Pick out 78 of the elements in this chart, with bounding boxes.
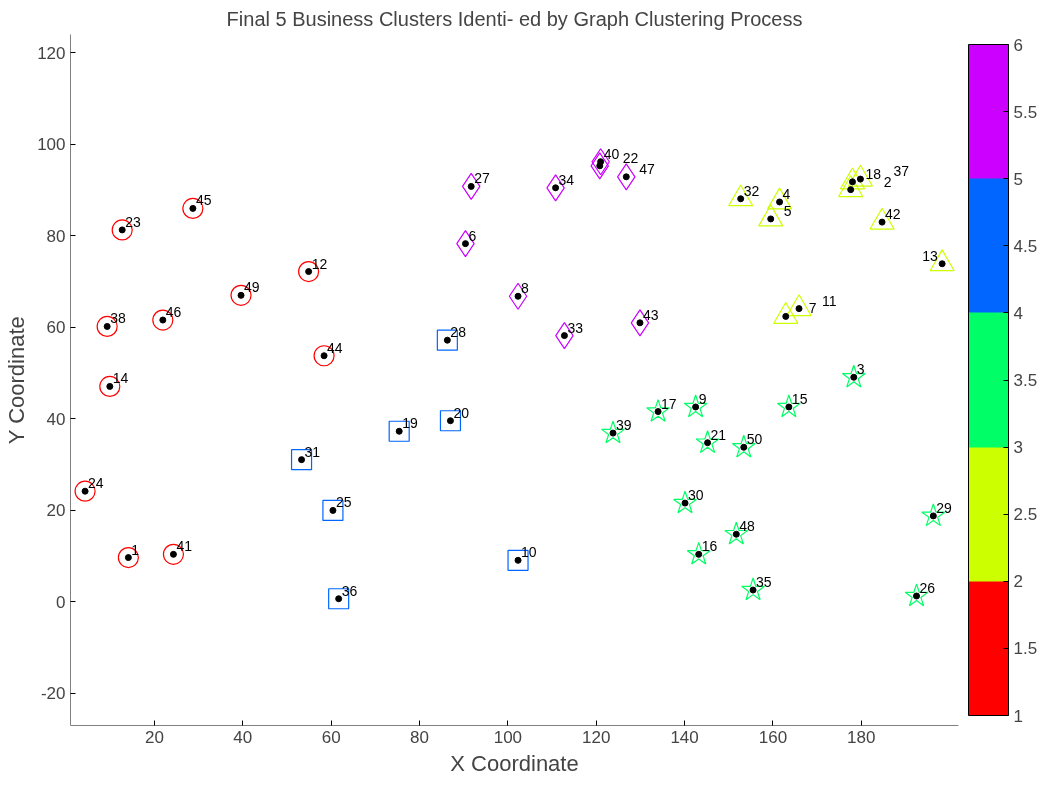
annotation: 35 [756,574,772,591]
color-bar-label: 2 [1013,572,1023,592]
color-bar-label: 3.5 [1013,371,1038,390]
y-tick-label: 100 [37,135,66,155]
annotation: 6 [468,227,477,244]
annotation: 17 [661,395,677,412]
color-bar-label: 1 [1013,706,1023,726]
color-bar-label: 6 [1013,35,1023,55]
annotation: 11 [822,292,837,309]
annotation: 13 [922,247,938,264]
annotation: 22 [622,149,639,166]
x-tick-label: 160 [758,727,788,747]
annotation: 16 [701,538,718,555]
annotation: 28 [450,324,467,341]
annotation: 10 [521,544,537,561]
y-axis-title: Y Coordinate [4,316,30,445]
annotation: 45 [195,192,212,209]
annotation: 42 [885,206,901,223]
annotation: 4 [782,185,791,202]
x-tick-label: 140 [670,727,699,747]
y-tick-label: 40 [46,409,66,429]
annotation: 27 [474,170,490,187]
color-bar-label: 4 [1013,303,1023,323]
x-tick-label: 120 [582,727,611,747]
annotation: 21 [710,426,727,443]
x-tick-label: 100 [493,727,523,747]
annotation: 47 [639,160,656,177]
x-tick-label: 60 [321,727,341,747]
y-tick-label: 80 [46,226,66,246]
annotation: 33 [567,319,584,336]
annotation: 37 [893,163,910,180]
annotation: 48 [739,518,756,535]
y-tick-label: 120 [37,43,66,63]
annotation: 29 [936,499,953,516]
annotation: 12 [311,255,328,272]
annotation: 20 [453,404,470,421]
annotation: 31 [304,443,321,460]
annotation: 39 [616,417,632,434]
color-bar-label: 1.5 [1013,639,1038,659]
annotation: 43 [642,306,659,323]
annotation: 2 [883,173,892,190]
annotation: 14 [112,370,129,387]
annotation: 49 [244,279,260,296]
y-tick-label: 0 [56,592,66,612]
y-tick-label: 20 [46,501,66,521]
annotation: 32 [743,182,760,199]
annotation: 24 [88,475,104,492]
color-bar-label: 4.5 [1013,236,1038,256]
annotation: 50 [746,431,763,448]
x-tick-label: 40 [233,727,253,747]
color-bar-label: 5.5 [1013,102,1038,122]
chart-title: Final 5 Business Clusters Identi- ed by Graph Clustering Process [226,7,803,30]
annotation: 41 [176,538,193,555]
annotation: 18 [865,165,882,182]
annotation: 8 [521,280,530,297]
y-tick-label: -20 [40,684,66,704]
x-tick-label: 80 [410,727,429,747]
annotation: 26 [919,579,936,596]
annotation: 36 [341,582,358,599]
color-bar-label: 5 [1013,169,1023,189]
annotation: 40 [603,145,620,162]
y-tick-label: 60 [46,318,66,338]
annotation: 23 [125,213,141,230]
annotation: 38 [110,310,126,327]
annotation: 44 [327,339,343,356]
x-tick-label: 180 [847,727,876,747]
annotation: 30 [688,487,704,504]
annotation: 19 [402,415,418,432]
annotation: 7 [808,300,817,317]
x-axis-title: X Coordinate [450,750,579,776]
annotation: 34 [558,171,575,188]
annotation: 15 [791,391,808,407]
annotation: 25 [335,494,352,511]
annotation: 9 [698,391,707,407]
x-tick-label: 20 [144,727,164,747]
annotation: 46 [165,304,182,321]
color-bar-label: 3 [1013,438,1023,458]
color-bar-label: 2.5 [1013,505,1038,525]
